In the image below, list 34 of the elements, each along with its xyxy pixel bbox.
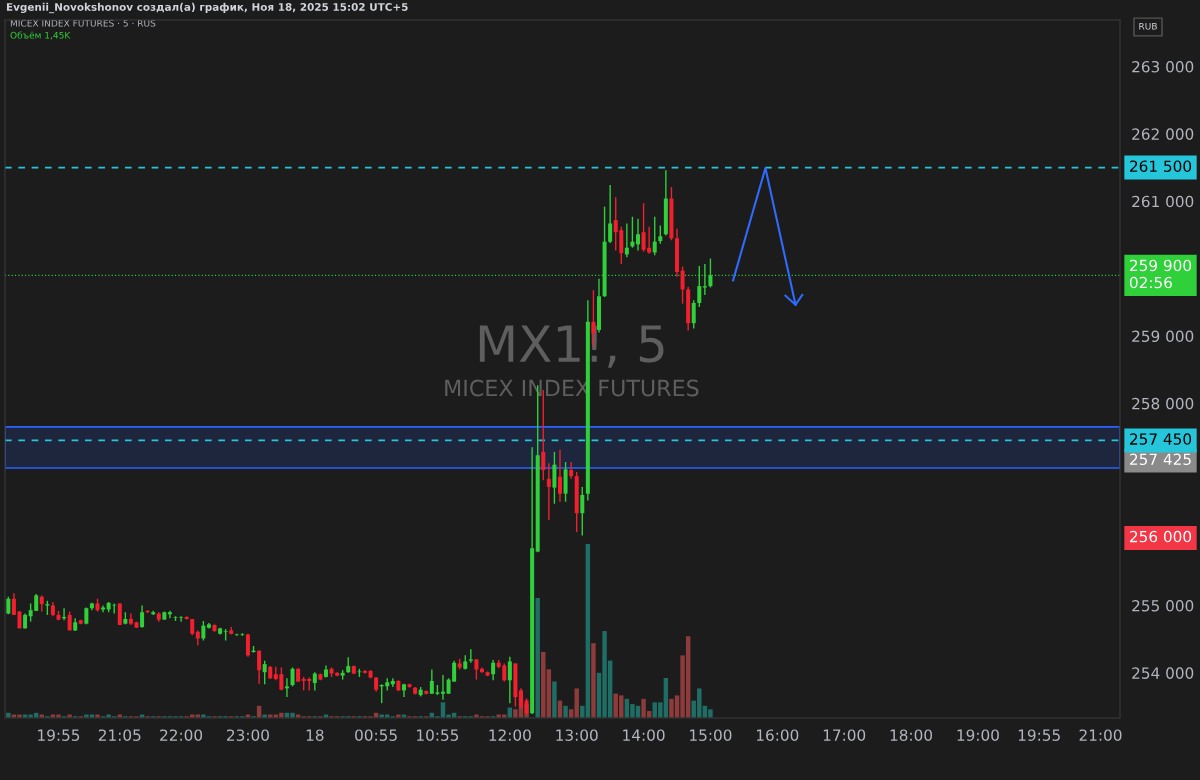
- x-tick-label: 18: [306, 729, 324, 741]
- x-tick-label: 16:00: [756, 729, 799, 741]
- y-tick-label: 259 000: [1132, 330, 1194, 343]
- y-tick-label: 258 000: [1132, 397, 1194, 410]
- x-tick-label: 15:00: [690, 729, 732, 741]
- ref-line-label: 257 450: [1130, 433, 1192, 445]
- y-tick-label: 261 000: [1132, 195, 1194, 208]
- x-tick-label: 13:00: [556, 729, 598, 741]
- x-tick-label: 19:55: [38, 729, 80, 741]
- x-tick-label: 14:00: [623, 729, 665, 741]
- text: RUB: [1139, 22, 1157, 30]
- x-tick-label: 10:55: [417, 729, 459, 741]
- x-tick-label: 00:55: [355, 729, 397, 741]
- x-tick-label: 17:00: [823, 729, 866, 741]
- y-tick-label: 262 000: [1132, 128, 1194, 140]
- annotation: MICEX INDEX FUTURES: [445, 379, 699, 397]
- x-tick-label: 12:00: [489, 729, 531, 741]
- chart-subtitle: MICEX INDEX FUTURES · 5 · RUS: [10, 19, 156, 27]
- x-tick-label: 18:00: [890, 729, 933, 741]
- ref-line-label: 261 500: [1130, 160, 1192, 172]
- x-tick-label: 19:55: [1018, 729, 1060, 741]
- x-tick-label: 19:00: [957, 729, 999, 741]
- x-tick-label: 23:00: [227, 729, 269, 741]
- annotation: Объём 1,45K: [10, 31, 71, 40]
- x-tick-label: 21:00: [1079, 729, 1122, 741]
- chart-title: Evgenii_Novokshonov создал(а) график, Ноя 18, 2025 15:02 UTC+5: [6, 2, 408, 14]
- y-tick-label: 255 000: [1132, 599, 1194, 612]
- x-tick-label: 22:00: [160, 729, 203, 741]
- x-tick-label: 21:05: [98, 729, 141, 741]
- text: 256 000: [1130, 530, 1192, 543]
- band-label: 257 425: [1130, 453, 1191, 466]
- y-tick-label: 254 000: [1132, 667, 1194, 679]
- ref-line-label: 259 900 02:56: [1129, 259, 1192, 289]
- y-tick-label: 263 000: [1132, 60, 1194, 73]
